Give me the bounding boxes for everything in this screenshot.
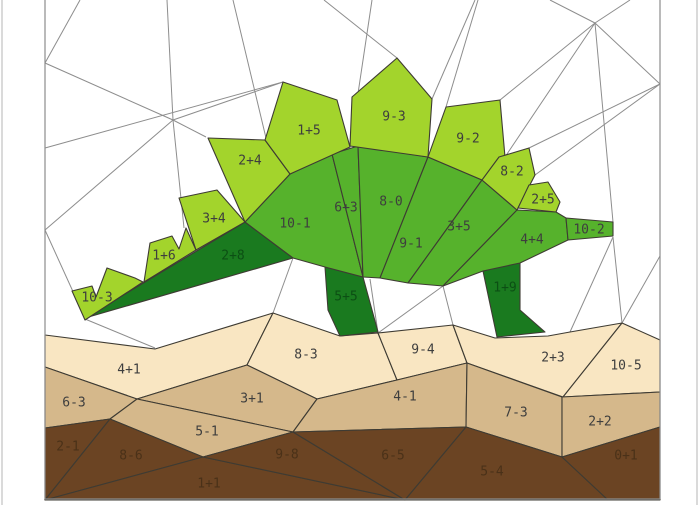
region-label: 4+1 (117, 363, 140, 378)
region-1+5 (264, 81, 351, 175)
region-label: 1+6 (152, 249, 175, 264)
mesh-line (84, 318, 156, 349)
mesh-line (534, 83, 661, 176)
mesh-line (44, 62, 174, 121)
region-label: 6-5 (381, 449, 404, 464)
region-label: 8-0 (379, 195, 402, 210)
region-8-2 (481, 147, 536, 211)
mesh-line (232, 0, 267, 139)
region-9-3 (349, 57, 433, 158)
region-label: 5-1 (195, 425, 218, 440)
mesh-line (612, 236, 623, 324)
region-label: 2+8 (221, 249, 244, 264)
region-label: 10-1 (279, 217, 310, 232)
mesh-line (569, 236, 614, 333)
region-label: 10-2 (573, 223, 604, 238)
mesh-line (621, 255, 661, 324)
region-label: 8-6 (119, 449, 142, 464)
mesh-line (172, 119, 207, 138)
region-label: 10-5 (610, 359, 641, 374)
mesh-line (44, 0, 81, 64)
mesh-line (172, 81, 284, 121)
region-9-2 (427, 99, 506, 181)
mesh-line (594, 0, 631, 24)
mesh-line (323, 0, 398, 59)
region-0+1 (561, 426, 661, 501)
mesh-line (172, 119, 185, 229)
region-label: 0+1 (614, 449, 637, 464)
region-label: 5-4 (480, 465, 504, 480)
region-label: 9-8 (275, 448, 298, 463)
region-label: 10-3 (81, 291, 112, 306)
region-label: 3+4 (202, 212, 226, 227)
region-label: 7-3 (504, 406, 527, 421)
region-label: 3+5 (447, 220, 470, 235)
mesh-line (166, 0, 174, 121)
region-label: 6-3 (62, 396, 85, 411)
region-10-2 (565, 217, 614, 241)
region-label: 6+3 (334, 201, 357, 216)
region-label: 9-2 (456, 132, 479, 147)
mesh-line (594, 22, 614, 223)
region-label: 2+5 (531, 193, 554, 208)
region-label: 2+4 (238, 154, 262, 169)
region-label: 5+5 (334, 290, 357, 305)
region-label: 2-1 (56, 440, 79, 455)
region-label: 3+1 (240, 392, 263, 407)
region-label: 4+4 (520, 233, 544, 248)
region-label: 4-1 (393, 390, 416, 405)
region-label: 1+9 (493, 281, 516, 296)
mesh-line (377, 285, 444, 334)
mesh-line (445, 0, 479, 108)
mesh-line (504, 22, 596, 158)
region-label: 2+3 (541, 351, 564, 366)
mesh-line (431, 0, 476, 100)
mesh-line (44, 81, 284, 149)
region-label: 1+5 (297, 124, 320, 139)
region-label: 8-2 (500, 165, 523, 180)
region-3+4 (178, 189, 246, 251)
region-label: 9-4 (411, 343, 435, 358)
region-4+4 (442, 209, 569, 287)
mesh-line (549, 0, 596, 24)
region-label: 8-3 (294, 348, 317, 363)
region-label: 1+1 (197, 477, 220, 492)
region-10-3 (71, 267, 144, 321)
region-label: 9-3 (382, 110, 405, 125)
mesh-line (499, 22, 596, 101)
mesh-line (442, 285, 454, 326)
mesh-line (272, 257, 294, 314)
mesh-line (528, 83, 661, 149)
mesh-line (594, 22, 661, 85)
mesh-line (44, 119, 174, 231)
mesh-line (369, 278, 379, 334)
region-2+5 (517, 181, 561, 213)
region-label: 9-1 (399, 237, 422, 252)
region-label: 2+2 (588, 415, 611, 430)
